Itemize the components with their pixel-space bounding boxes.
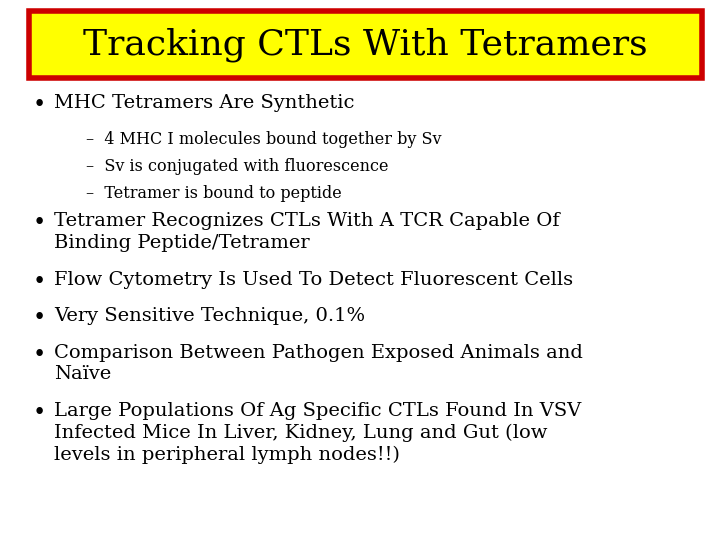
Text: –  Sv is conjugated with fluorescence: – Sv is conjugated with fluorescence [86, 158, 389, 175]
Text: •: • [32, 402, 45, 424]
Text: MHC Tetramers Are Synthetic: MHC Tetramers Are Synthetic [54, 94, 354, 112]
Text: Tracking CTLs With Tetramers: Tracking CTLs With Tetramers [83, 28, 648, 62]
Text: •: • [32, 271, 45, 293]
Text: Flow Cytometry Is Used To Detect Fluorescent Cells: Flow Cytometry Is Used To Detect Fluores… [54, 271, 573, 288]
Text: Tetramer Recognizes CTLs With A TCR Capable Of
Binding Peptide/Tetramer: Tetramer Recognizes CTLs With A TCR Capa… [54, 212, 559, 252]
Text: •: • [32, 344, 45, 366]
Text: –  4 MHC I molecules bound together by Sv: – 4 MHC I molecules bound together by Sv [86, 131, 442, 148]
Text: Large Populations Of Ag Specific CTLs Found In VSV
Infected Mice In Liver, Kidne: Large Populations Of Ag Specific CTLs Fo… [54, 402, 581, 464]
Text: •: • [32, 212, 45, 234]
Text: •: • [32, 307, 45, 329]
Text: Very Sensitive Technique, 0.1%: Very Sensitive Technique, 0.1% [54, 307, 365, 325]
Text: •: • [32, 94, 45, 117]
FancyBboxPatch shape [29, 11, 702, 78]
Text: Comparison Between Pathogen Exposed Animals and
Naïve: Comparison Between Pathogen Exposed Anim… [54, 344, 583, 383]
Text: –  Tetramer is bound to peptide: – Tetramer is bound to peptide [86, 185, 342, 202]
